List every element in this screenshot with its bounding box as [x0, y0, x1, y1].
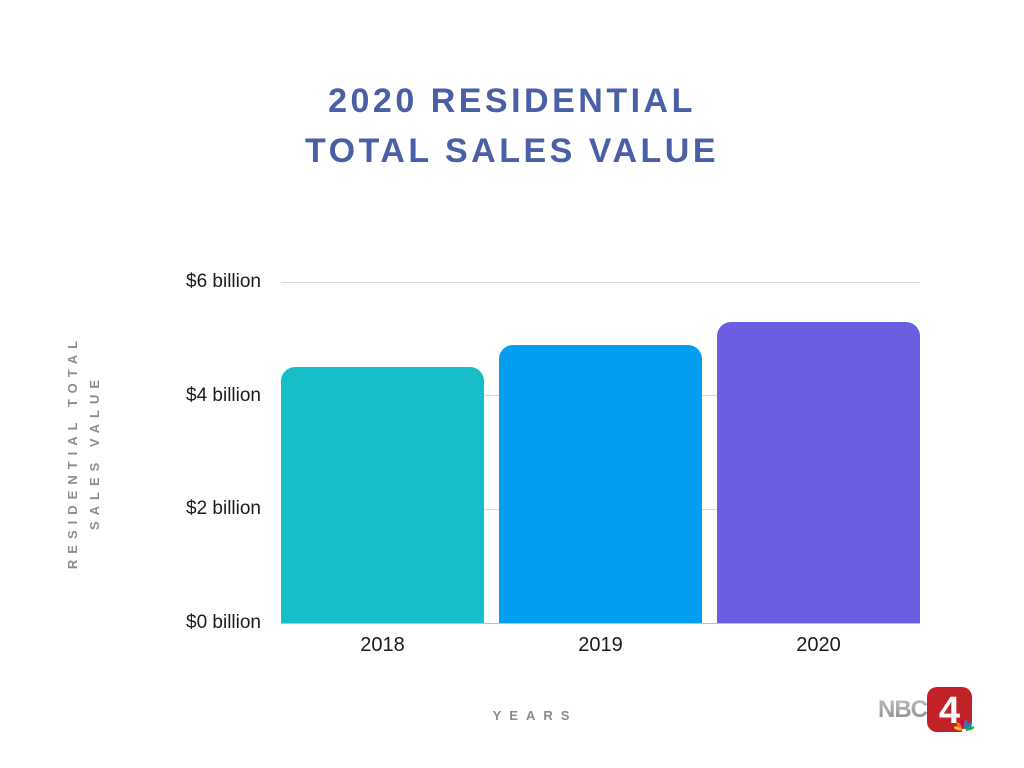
nbc4-logo-icon: NBC 4	[878, 687, 975, 734]
x-tick-2020: 2020	[796, 634, 841, 656]
x-axis-title: YEARS	[492, 708, 578, 723]
nbc-peacock-icon	[953, 719, 975, 734]
nbc-text: NBC	[878, 696, 928, 723]
bar-2018	[281, 367, 484, 623]
bars-group	[281, 282, 920, 623]
bar-2020	[717, 321, 920, 623]
x-tick-2018: 2018	[360, 634, 405, 656]
x-tick-2019: 2019	[578, 634, 623, 656]
plot-area	[281, 281, 920, 624]
y-tick-2-billion: $2 billion	[186, 498, 261, 520]
y-tick-0-billion: $0 billion	[186, 612, 261, 633]
y-tick-4-billion: $4 billion	[186, 384, 261, 406]
nbc4-logo: NBC 4	[878, 686, 978, 738]
y-axis-tick-labels: $6 billion $4 billion $2 billion $0 bill…	[0, 271, 261, 633]
gridline-6-billion	[281, 281, 920, 283]
channel-number-4: 4	[939, 690, 960, 732]
chart-title-line-1: 2020 RESIDENTIAL	[328, 82, 696, 120]
y-tick-6-billion: $6 billion	[186, 271, 261, 292]
bar-2019	[499, 344, 702, 623]
x-axis-tick-labels: 2018 2019 2020	[281, 634, 920, 657]
gridline-0-billion-baseline	[281, 622, 920, 624]
chart-title: 2020 RESIDENTIAL TOTAL SALES VALUE	[0, 76, 1024, 176]
chart-title-line-2: TOTAL SALES VALUE	[304, 132, 719, 170]
